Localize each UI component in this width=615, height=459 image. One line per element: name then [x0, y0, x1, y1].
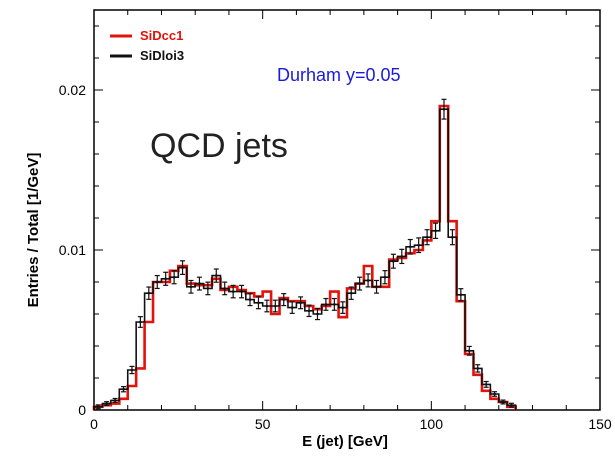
data-point [307, 309, 311, 313]
data-point [484, 383, 488, 386]
data-point [299, 301, 302, 305]
x-tick-label: 150 [588, 416, 612, 432]
data-point [476, 367, 480, 370]
data-point [282, 298, 286, 301]
data-point [248, 298, 252, 301]
data-point [139, 320, 142, 324]
legend: SiDcc1 SiDloi3 [110, 28, 184, 63]
x-tick-label: 100 [420, 416, 444, 432]
data-point [408, 245, 412, 249]
y-axis-title: Entries / Total [1/GeV] [25, 153, 42, 308]
data-point [113, 399, 117, 402]
data-point [164, 277, 167, 281]
plot-border [93, 9, 601, 411]
data-point [274, 304, 277, 308]
data-point [324, 303, 328, 306]
x-axis-title: E (jet) [GeV] [302, 433, 388, 450]
annotation-durham: Durham y=0.05 [277, 65, 401, 85]
data-point [493, 392, 496, 396]
data-point [240, 290, 243, 293]
tick-layer: 0 50 100 150 0 0.01 0.02 [59, 10, 612, 432]
data-point [510, 403, 513, 407]
data-point [442, 107, 446, 111]
data-point [206, 287, 210, 290]
x-tick-label: 50 [255, 416, 271, 432]
data-point [223, 287, 227, 290]
data-point [290, 306, 294, 309]
data-point [459, 293, 463, 297]
data-point [341, 306, 345, 309]
y-tick-label: 0.01 [59, 242, 86, 258]
data-point [105, 402, 108, 405]
data-point [122, 387, 125, 391]
data-point [257, 301, 260, 305]
data-point [181, 266, 184, 269]
data-point [214, 274, 218, 277]
data-point [155, 280, 159, 284]
y-tick-label: 0 [78, 402, 86, 418]
annotation-qcd-jets: QCD jets [150, 127, 288, 165]
data-point [96, 405, 100, 409]
y-tick-label: 0.02 [59, 82, 86, 98]
data-point [375, 285, 378, 289]
data-point [172, 275, 176, 279]
x-tick-label: 0 [90, 416, 98, 432]
data-point [198, 282, 201, 285]
data-point [358, 282, 361, 285]
series-layer [92, 98, 517, 410]
data-point [333, 303, 336, 306]
data-point [383, 275, 387, 279]
data-point [501, 400, 505, 404]
data-point [316, 312, 319, 316]
series-line-sidloi3 [93, 108, 517, 410]
data-point [130, 368, 134, 372]
data-point [392, 259, 395, 263]
data-point [349, 291, 353, 295]
data-point [434, 229, 437, 233]
data-point [425, 235, 429, 239]
data-point [189, 285, 193, 289]
data-point [417, 243, 420, 247]
plot-frame [93, 9, 601, 411]
data-point [147, 291, 151, 295]
data-point [231, 290, 235, 293]
legend-label-sidloi3: SiDloi3 [140, 48, 184, 63]
legend-label-sidcc1: SiDcc1 [140, 28, 183, 43]
data-point [467, 349, 471, 353]
data-point [400, 255, 404, 258]
data-point [265, 304, 269, 308]
data-point [366, 279, 370, 282]
data-point [451, 235, 454, 239]
